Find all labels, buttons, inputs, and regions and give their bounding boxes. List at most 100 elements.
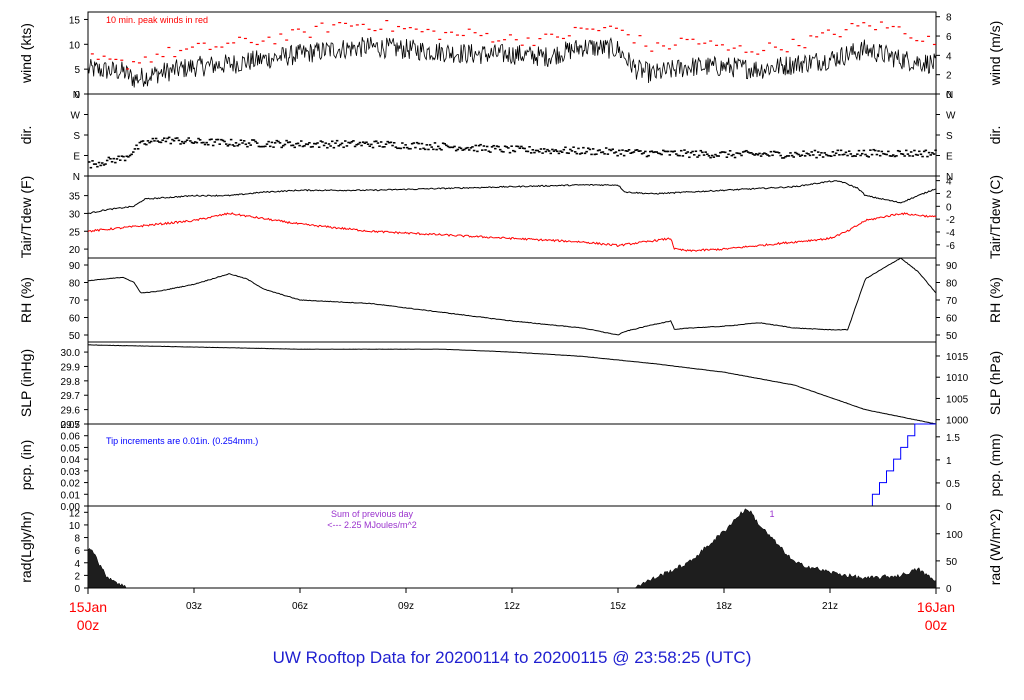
dir-tick-label-left: S bbox=[73, 131, 80, 142]
x-tick-label: 15z bbox=[610, 601, 626, 612]
rad-annotation-line2: <--- 2.25 MJoules/m^2 bbox=[327, 520, 417, 530]
rh-tick-label-left: 70 bbox=[69, 296, 81, 307]
wind-tick-label-left: 0 bbox=[74, 90, 80, 101]
pcp-tick-label-left: 0.00 bbox=[61, 502, 81, 513]
slp-tick-label-left: 29.8 bbox=[61, 377, 81, 388]
wind-tick-label-right: 4 bbox=[946, 51, 952, 62]
dir-tick-label-right: W bbox=[946, 111, 956, 122]
x-tick-label: 18z bbox=[716, 601, 732, 612]
temp-tick-label-right: -4 bbox=[946, 228, 955, 239]
x-tick-label: 09z bbox=[398, 601, 414, 612]
rh-tick-label-left: 60 bbox=[69, 314, 81, 325]
wind-tick-label-left: 15 bbox=[69, 15, 81, 26]
wind-tick-label-right: 6 bbox=[946, 32, 952, 43]
dir-ylabel-left: dir. bbox=[18, 126, 34, 145]
pcp-step-line bbox=[88, 423, 936, 507]
temp-tick-label-right: 2 bbox=[946, 189, 952, 200]
slp-ylabel-right: SLP (hPa) bbox=[987, 351, 1003, 415]
slp-tick-label-left: 29.6 bbox=[61, 406, 81, 417]
wind-speed-line bbox=[87, 36, 937, 88]
slp-tick-label-right: 1000 bbox=[946, 416, 969, 427]
slp-ylabel-left: SLP (inHg) bbox=[18, 349, 34, 417]
temp-tick-label-left: 30 bbox=[69, 209, 81, 220]
x-start-date-label: 15Jan bbox=[69, 599, 107, 615]
pcp-tick-label-left: 0.07 bbox=[61, 420, 81, 431]
x-end-time-label: 00z bbox=[925, 617, 948, 633]
rad-tick-label-left: 0 bbox=[74, 584, 80, 595]
pcp-ylabel-left: pcp. (in) bbox=[18, 440, 34, 491]
slp-tick-label-left: 29.9 bbox=[61, 362, 81, 373]
dir-panel-frame bbox=[87, 93, 937, 177]
rad-tick-label-left: 10 bbox=[69, 521, 81, 532]
slp-tick-label-left: 30.0 bbox=[61, 348, 81, 359]
slp-series-0-line bbox=[87, 344, 937, 425]
x-tick-label: 03z bbox=[186, 601, 202, 612]
temp-ylabel-right: Tair/Tdew (C) bbox=[987, 175, 1003, 259]
temp-tick-label-right: 4 bbox=[946, 177, 952, 188]
rad-area bbox=[87, 508, 937, 589]
x-tick-label: 21z bbox=[822, 601, 838, 612]
pcp-ylabel-right: pcp. (mm) bbox=[987, 434, 1003, 497]
dir-tick-label-right: E bbox=[946, 152, 953, 163]
slp-panel-frame bbox=[87, 341, 937, 425]
wind-panel-frame bbox=[87, 11, 937, 95]
dir-tick-label-left: E bbox=[73, 152, 80, 163]
rad-ylabel-left: rad(Lgly/hr) bbox=[18, 511, 34, 583]
rad-tick-label-right: 0 bbox=[946, 584, 952, 595]
rh-series-0-line bbox=[87, 257, 937, 336]
wind-tick-label-left: 10 bbox=[69, 40, 81, 51]
rad-tick-label-left: 8 bbox=[74, 534, 80, 545]
pcp-tick-label-right: 0.5 bbox=[946, 479, 960, 490]
temp-ylabel-left: Tair/Tdew (F) bbox=[18, 176, 34, 258]
rh-tick-label-right: 60 bbox=[946, 314, 958, 325]
pcp-tick-label-left: 0.06 bbox=[61, 432, 81, 443]
slp-tick-label-right: 1010 bbox=[946, 373, 969, 384]
pcp-tick-label-right: 1 bbox=[946, 456, 952, 467]
rh-tick-label-right: 50 bbox=[946, 331, 958, 342]
temp-panel-frame bbox=[87, 175, 937, 259]
rh-tick-label-left: 80 bbox=[69, 279, 81, 290]
rad-annotation-line1: Sum of previous day bbox=[331, 509, 414, 519]
rh-tick-label-left: 90 bbox=[69, 261, 81, 272]
rad-tick-label-right: 50 bbox=[946, 557, 958, 568]
pcp-tick-label-left: 0.03 bbox=[61, 467, 81, 478]
rad-tick-label-left: 6 bbox=[74, 546, 80, 557]
pcp-tick-label-left: 0.04 bbox=[61, 455, 81, 466]
x-start-time-label: 00z bbox=[77, 617, 100, 633]
rad-tick-label-right: 100 bbox=[946, 530, 963, 541]
rh-ylabel-right: RH (%) bbox=[987, 277, 1003, 323]
rad-ylabel-right: rad (W/m^2) bbox=[987, 509, 1003, 586]
dir-tick-label-right: N bbox=[946, 90, 953, 101]
rh-tick-label-left: 50 bbox=[69, 331, 81, 342]
slp-tick-label-left: 29.5 bbox=[61, 420, 81, 431]
wind-ylabel-right: wind (m/s) bbox=[987, 21, 1003, 87]
pcp-tick-label-right: 0 bbox=[946, 502, 952, 513]
pcp-annotation: Tip increments are 0.01in. (0.254mm.) bbox=[106, 436, 258, 446]
temp-tick-label-left: 25 bbox=[69, 227, 81, 238]
rh-ylabel-left: RH (%) bbox=[18, 277, 34, 323]
rad-tick-label-left: 2 bbox=[74, 571, 80, 582]
temp-tick-label-left: 35 bbox=[69, 192, 81, 203]
rh-tick-label-right: 80 bbox=[946, 279, 958, 290]
pcp-tick-label-left: 0.01 bbox=[61, 490, 81, 501]
pcp-tick-label-left: 0.05 bbox=[61, 443, 81, 454]
temp-series-1-line bbox=[87, 212, 937, 253]
temp-tick-label-left: 20 bbox=[69, 245, 81, 256]
wind-tick-label-right: 0 bbox=[946, 90, 952, 101]
rh-panel-frame bbox=[87, 257, 937, 343]
temp-tick-label-right: -6 bbox=[946, 241, 955, 252]
x-tick-label: 06z bbox=[292, 601, 308, 612]
rad-marker: 1 bbox=[769, 509, 774, 519]
dir-tick-label-right: N bbox=[946, 172, 953, 183]
pcp-tick-label-left: 0.02 bbox=[61, 479, 81, 490]
page-title: UW Rooftop Data for 20200114 to 20200115… bbox=[272, 648, 752, 667]
dir-tick-label-right: S bbox=[946, 131, 953, 142]
slp-tick-label-right: 1015 bbox=[946, 352, 969, 363]
x-end-date-label: 16Jan bbox=[917, 599, 955, 615]
wind-tick-label-right: 8 bbox=[946, 13, 952, 24]
slp-tick-label-left: 29.7 bbox=[61, 391, 81, 402]
temp-series-0-line bbox=[87, 180, 937, 215]
wind-ylabel-left: wind (kts) bbox=[18, 23, 34, 84]
slp-tick-label-right: 1005 bbox=[946, 394, 969, 405]
